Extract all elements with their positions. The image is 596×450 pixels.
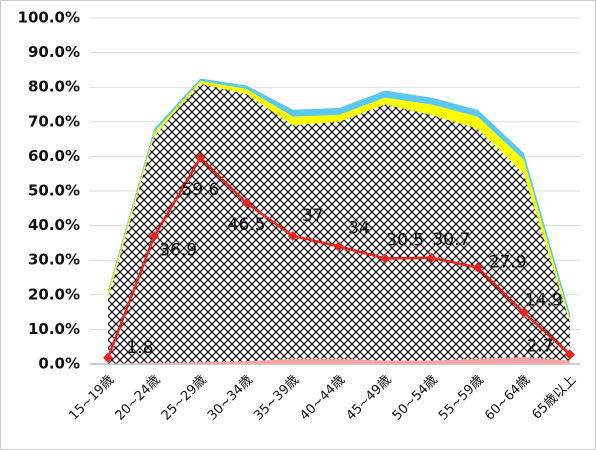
marker [565, 349, 575, 360]
y-tick-label: 80.0% [28, 78, 80, 96]
y-tick-label: 0.0% [38, 355, 80, 373]
area [108, 357, 570, 364]
x-tick-label: 20~24歳 [113, 373, 164, 424]
marker [334, 241, 344, 252]
x-tick-label: 50~54歳 [390, 373, 441, 424]
value-label: 14.9 [525, 290, 563, 310]
value-label: 30.7 [432, 230, 470, 250]
marker [518, 307, 529, 318]
marker [426, 252, 437, 263]
x-tick-label: 35~39歳 [251, 373, 302, 424]
value-label: 59.6 [181, 180, 219, 200]
x-tick-label: 15~19歳 [66, 373, 117, 424]
x-tick-label: 55~59歳 [436, 373, 487, 424]
marker [241, 198, 252, 209]
marker [195, 152, 206, 163]
y-tick-label: 60.0% [28, 147, 80, 165]
value-label: 30.5 [386, 230, 424, 250]
value-label: 34 [348, 218, 370, 238]
x-tick-label: 40~44歳 [297, 373, 348, 424]
y-tick-label: 50.0% [28, 182, 80, 200]
marker [287, 231, 298, 241]
area [108, 83, 570, 364]
value-label: 36.9 [159, 240, 197, 260]
marker [380, 253, 391, 264]
x-tick-label: 25~29歳 [159, 373, 210, 424]
value-label: 1.8 [126, 338, 153, 358]
y-tick-label: 10.0% [28, 320, 80, 338]
y-tick-label: 100.0% [18, 9, 80, 27]
marker [149, 231, 160, 242]
x-tick-label: 65歳以上 [529, 373, 579, 423]
value-label: 37 [302, 206, 324, 226]
value-label: 46.5 [228, 215, 266, 235]
x-tick-label: 45~49歳 [344, 373, 395, 424]
x-tick-label: 30~34歳 [205, 373, 256, 424]
value-label: 2.7 [526, 337, 553, 357]
x-tick-label: 60~64歳 [482, 373, 533, 424]
y-tick-label: 90.0% [28, 43, 80, 61]
value-label: 27.9 [489, 252, 527, 272]
y-tick-label: 40.0% [28, 216, 80, 234]
y-tick-label: 20.0% [28, 285, 80, 303]
marker [472, 262, 483, 273]
y-tick-label: 70.0% [28, 112, 80, 130]
y-tick-label: 30.0% [28, 251, 80, 269]
